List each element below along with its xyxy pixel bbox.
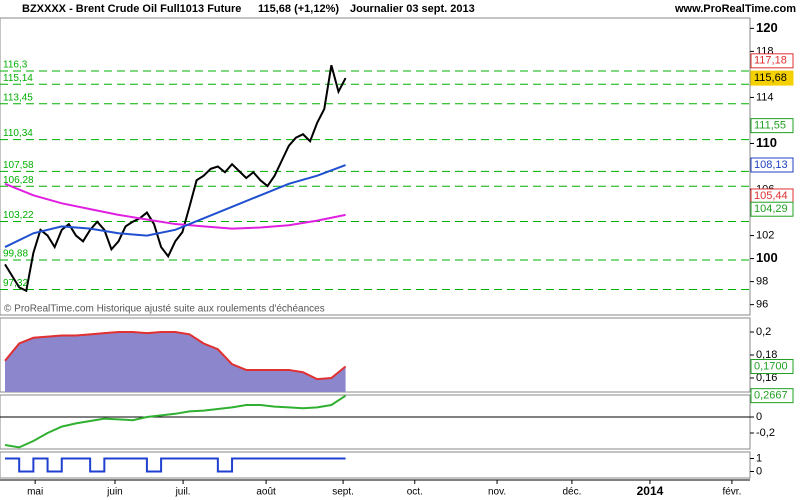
x-tick-label: oct.	[407, 487, 423, 498]
x-tick-label: juin	[106, 487, 123, 498]
y-tick-label: 114	[756, 91, 774, 103]
price-badge-label: 111,55	[754, 120, 786, 132]
price-badge-label: 108,13	[754, 159, 788, 171]
y-tick-label: 0,2	[756, 326, 771, 338]
y-tick-label: 0,16	[756, 372, 777, 384]
x-tick-label: nov.	[488, 487, 506, 498]
x-tick-label: juil.	[175, 487, 191, 498]
y-tick-label: 0	[756, 411, 762, 423]
x-tick-label: mai	[27, 487, 43, 498]
price-badge-label: 104,29	[754, 203, 788, 215]
x-tick-label: sept.	[332, 487, 354, 498]
y-tick-label: 120	[756, 20, 778, 35]
level-label: 99,88	[3, 249, 28, 260]
series-line	[4, 331, 347, 381]
period: Journalier 03 sept. 2013	[350, 3, 475, 15]
price-badge-label: 117,18	[754, 55, 787, 67]
area	[5, 332, 346, 392]
price-badge	[750, 53, 794, 69]
price-badge-label: 105,44	[754, 190, 788, 202]
last-price: 115,68 (+1,12%)	[258, 3, 339, 15]
panel	[0, 451, 751, 479]
panel	[0, 17, 751, 316]
x-tick-label: août	[256, 487, 276, 498]
level-label: 103,22	[3, 210, 34, 221]
price-badge	[750, 157, 794, 173]
annotation: © ProRealTime.com Historique ajusté suit…	[4, 304, 325, 315]
level-label: 106,28	[3, 175, 34, 186]
y-tick-label: 0	[756, 465, 762, 477]
y-tick-label: -0,2	[756, 427, 775, 439]
y-tick-label: 0,18	[756, 349, 777, 361]
price-badge	[750, 70, 794, 86]
level-label: 110,34	[3, 128, 33, 139]
price-badge-label: 0,2667	[754, 390, 788, 402]
price-badge-label: 0,1700	[754, 360, 788, 372]
series-line	[4, 182, 346, 230]
panel	[0, 394, 751, 450]
level-label: 116,3	[3, 60, 28, 71]
y-tick-label: 96	[756, 299, 768, 311]
x-tick-label: déc.	[562, 487, 581, 498]
site: www.ProRealTime.com	[674, 3, 796, 15]
price-badge	[750, 388, 794, 404]
y-tick-label: 1	[756, 452, 762, 464]
y-tick-label: 98	[756, 276, 768, 288]
price-badge	[750, 358, 794, 374]
level-label: 113,45	[3, 92, 33, 103]
series-line	[4, 64, 347, 293]
series-line	[4, 164, 346, 248]
x-tick-label: févr.	[722, 487, 741, 498]
level-label: 107,58	[3, 160, 34, 171]
price-badge-label: 115,68	[754, 72, 787, 84]
level-label: 115,14	[3, 73, 33, 84]
y-tick-label: 100	[756, 250, 778, 265]
price-badge	[750, 201, 794, 217]
y-tick-label: 110	[756, 135, 777, 150]
x-tick-label: 2014	[637, 484, 664, 498]
series-line	[4, 394, 347, 449]
price-badge	[750, 118, 794, 134]
series-line	[5, 457, 346, 473]
y-tick-label: 102	[756, 229, 774, 241]
symbol: BZXXXX - Brent Crude Oil Full1013 Future	[22, 3, 241, 15]
